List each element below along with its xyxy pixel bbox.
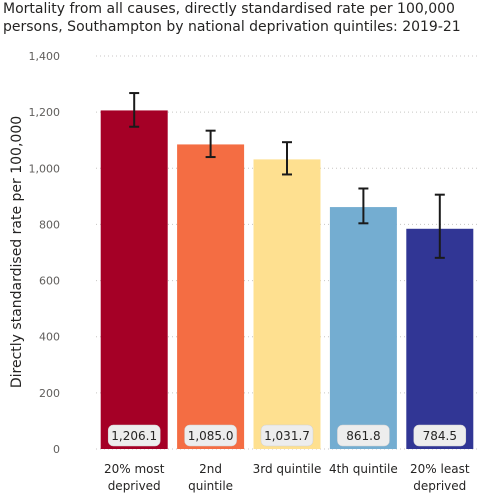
y-tick-label: 600 (39, 275, 60, 288)
data-label: 1,085.0 (188, 429, 234, 443)
data-label: 784.5 (423, 429, 457, 443)
y-tick-label: 400 (39, 331, 60, 344)
category-label: 2nd quintile (188, 462, 233, 493)
y-tick-label: 1,400 (29, 50, 61, 63)
data-label: 1,206.1 (111, 429, 157, 443)
data-label: 1,031.7 (264, 429, 310, 443)
y-tick-label: 1,000 (29, 162, 61, 175)
category-label: 20% most deprived (104, 462, 165, 493)
bar[interactable] (101, 110, 168, 449)
bar[interactable] (406, 229, 473, 449)
y-tick-label: 200 (39, 387, 60, 400)
bar[interactable] (254, 159, 321, 449)
y-tick-label: 800 (39, 218, 60, 231)
category-label: 4th quintile (329, 462, 398, 476)
bar[interactable] (330, 207, 397, 449)
category-label: 3rd quintile (253, 462, 322, 476)
y-tick-label: 1,200 (29, 106, 61, 119)
y-tick-label: 0 (53, 443, 60, 456)
category-label: 20% least deprived (410, 462, 470, 493)
bar[interactable] (177, 144, 244, 449)
y-axis-label: Directly standardised rate per 100,000 (9, 116, 25, 388)
data-label: 861.8 (346, 429, 380, 443)
